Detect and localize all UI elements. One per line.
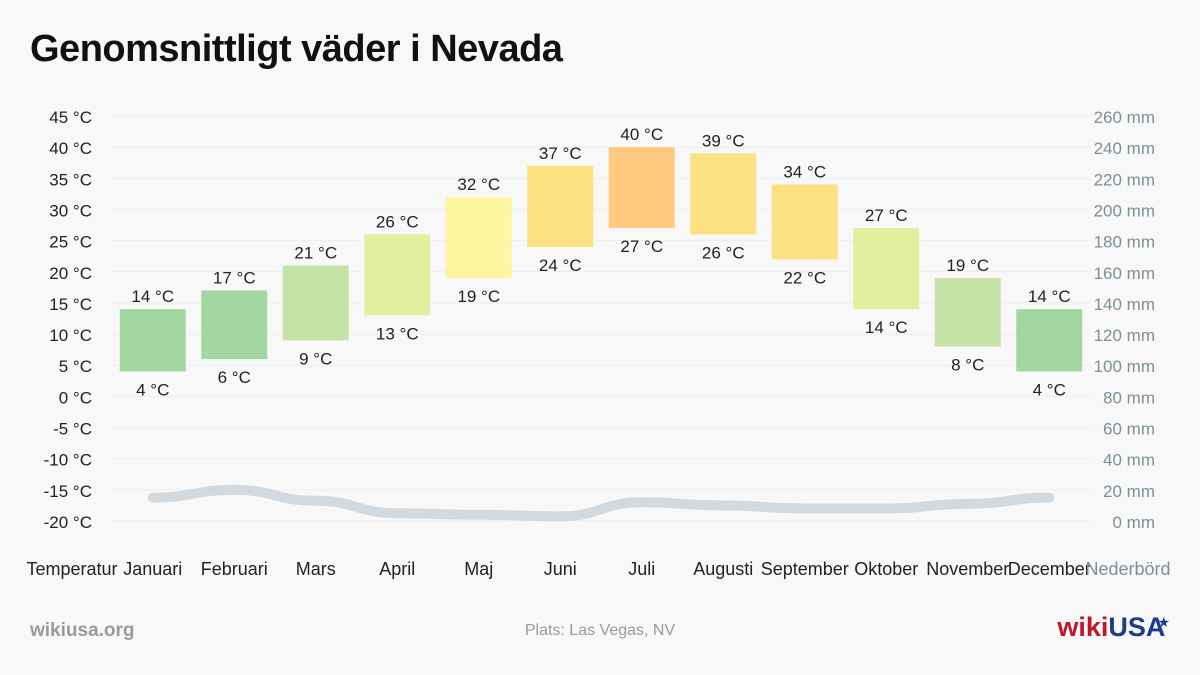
temp-tick-label: 35 °C (49, 170, 92, 189)
temp-tick-label: -15 °C (44, 482, 92, 501)
precip-tick-label: 240 mm (1094, 139, 1155, 158)
temp-bar (527, 165, 594, 247)
precip-tick-label: 80 mm (1103, 388, 1155, 407)
max-temp-label: 21 °C (294, 244, 337, 263)
precip-tick-label: 60 mm (1103, 420, 1155, 439)
month-label: Juli (628, 559, 655, 579)
min-temp-label: 9 °C (299, 349, 332, 368)
precip-tick-label: 120 mm (1094, 326, 1155, 345)
temp-bar (690, 153, 757, 235)
min-temp-label: 4 °C (1033, 380, 1066, 399)
max-temp-label: 26 °C (376, 212, 419, 231)
temp-bar (853, 228, 920, 310)
temp-bar (445, 197, 512, 278)
max-temp-label: 19 °C (946, 256, 989, 275)
min-temp-label: 14 °C (865, 318, 908, 337)
temp-tick-label: 45 °C (49, 108, 92, 127)
min-temp-label: 19 °C (457, 287, 500, 306)
min-temp-label: 13 °C (376, 324, 419, 343)
month-label: November (926, 559, 1009, 579)
min-temp-label: 26 °C (702, 243, 745, 262)
precip-tick-label: 100 mm (1094, 357, 1155, 376)
min-temp-label: 4 °C (136, 380, 169, 399)
precip-tick-label: 200 mm (1094, 201, 1155, 220)
precip-tick-label: 20 mm (1103, 482, 1155, 501)
month-label: September (761, 559, 849, 579)
max-temp-label: 34 °C (783, 163, 826, 182)
max-temp-label: 14 °C (1028, 287, 1071, 306)
temp-tick-label: 30 °C (49, 201, 92, 220)
precip-tick-label: 140 mm (1094, 295, 1155, 314)
precipitation-row-label: Nederbörd (1085, 559, 1170, 579)
min-temp-label: 27 °C (620, 237, 663, 256)
month-label: Maj (464, 559, 493, 579)
brand-logo: wiki USA ★ (1057, 612, 1170, 643)
month-label: Mars (296, 559, 336, 579)
month-label: Augusti (693, 559, 753, 579)
temp-tick-label: 15 °C (49, 295, 92, 314)
precip-tick-label: 40 mm (1103, 451, 1155, 470)
precip-tick-label: 0 mm (1113, 513, 1156, 532)
max-temp-label: 32 °C (457, 175, 500, 194)
temp-bar (771, 184, 838, 260)
temp-bar (364, 234, 431, 316)
month-label: Februari (201, 559, 268, 579)
temp-tick-label: -5 °C (53, 420, 92, 439)
temp-tick-label: 10 °C (49, 326, 92, 345)
max-temp-label: 27 °C (865, 206, 908, 225)
month-label: Januari (123, 559, 182, 579)
temp-tick-label: -10 °C (44, 451, 92, 470)
min-temp-label: 24 °C (539, 256, 582, 275)
temp-bar (1016, 309, 1083, 372)
temp-tick-label: 20 °C (49, 264, 92, 283)
max-temp-label: 37 °C (539, 144, 582, 163)
temp-tick-label: -20 °C (44, 513, 92, 532)
precip-tick-label: 220 mm (1094, 170, 1155, 189)
brand-wiki: wiki (1057, 612, 1109, 642)
precip-tick-label: 180 mm (1094, 233, 1155, 252)
temp-bar (201, 290, 268, 359)
month-label: April (379, 559, 415, 579)
temp-tick-label: 25 °C (49, 233, 92, 252)
precip-tick-label: 160 mm (1094, 264, 1155, 283)
min-temp-label: 22 °C (783, 268, 826, 287)
max-temp-label: 17 °C (213, 268, 256, 287)
temp-tick-label: 5 °C (59, 357, 92, 376)
month-label: Oktober (854, 559, 918, 579)
max-temp-label: 39 °C (702, 131, 745, 150)
temp-bar (608, 147, 675, 229)
location-label: Plats: Las Vegas, NV (524, 622, 676, 639)
temperature-row-label: Temperatur (26, 559, 117, 579)
max-temp-label: 14 °C (131, 287, 174, 306)
temp-tick-label: 40 °C (49, 139, 92, 158)
precip-tick-label: 260 mm (1094, 108, 1155, 127)
star-icon: ★ (1157, 614, 1170, 630)
weather-chart: 45 °C 40 °C 35 °C 30 °C 25 °C 20 °C 15 °C 10 °C… (26, 108, 1170, 579)
brand-usa: USA (1108, 612, 1166, 642)
precipitation-line (147, 484, 1055, 522)
temp-tick-label: 0 °C (59, 388, 92, 407)
source-label: wikiusa.org (30, 620, 135, 641)
temp-bar (119, 309, 186, 372)
month-label: Juni (544, 559, 577, 579)
month-label: December (1008, 559, 1091, 579)
max-temp-label: 40 °C (620, 125, 663, 144)
min-temp-label: 6 °C (218, 368, 251, 387)
min-temp-label: 8 °C (951, 356, 984, 375)
temp-bar (282, 265, 349, 341)
page-title: Genomsnittligt väder i Nevada (30, 28, 563, 70)
temp-bar (934, 278, 1001, 347)
